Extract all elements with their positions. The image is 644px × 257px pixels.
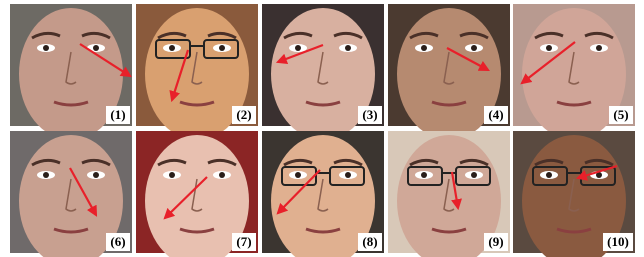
face-panel: (2)	[136, 4, 258, 140]
face-panel: (8)	[262, 131, 384, 257]
panel-label: (8)	[362, 234, 377, 249]
panel-label: (1)	[110, 107, 125, 122]
panel-label: (2)	[236, 107, 251, 122]
face-panel: (5)	[513, 4, 635, 140]
pupil	[295, 45, 301, 51]
face-panel: (6)	[10, 131, 132, 257]
pupil	[471, 172, 477, 178]
face-panel: (10)	[513, 131, 635, 257]
pupil	[345, 45, 351, 51]
panel-label: (6)	[110, 234, 125, 249]
page: (1)(2)(3)(4)(5)(6)(7)(8)(9)(10) (() => {…	[0, 0, 644, 257]
panel-label: (5)	[613, 107, 628, 122]
pupil	[546, 45, 552, 51]
panel-label: (7)	[236, 234, 251, 249]
face-figure: (1) (2) (3) (4) (5) (6) (7) (8) (9) (10)	[0, 0, 644, 257]
face-panel: (3)	[262, 4, 384, 140]
pupil	[345, 172, 351, 178]
pupil	[93, 172, 99, 178]
pupil	[596, 45, 602, 51]
pupil	[43, 172, 49, 178]
face-panel: (9)	[388, 131, 510, 257]
panel-label: (3)	[362, 107, 377, 122]
panel-label: (4)	[488, 107, 503, 122]
face-panel: (7)	[136, 131, 258, 257]
panel-label: (9)	[488, 234, 503, 249]
pupil	[219, 172, 225, 178]
pupil	[169, 172, 175, 178]
pupil	[546, 172, 552, 178]
pupil	[421, 172, 427, 178]
pupil	[219, 45, 225, 51]
pupil	[421, 45, 427, 51]
pupil	[471, 45, 477, 51]
face-panel: (4)	[388, 4, 510, 140]
pupil	[93, 45, 99, 51]
pupil	[169, 45, 175, 51]
face-panel: (1)	[10, 4, 132, 140]
panel-label: (10)	[607, 234, 629, 249]
pupil	[295, 172, 301, 178]
pupil	[43, 45, 49, 51]
